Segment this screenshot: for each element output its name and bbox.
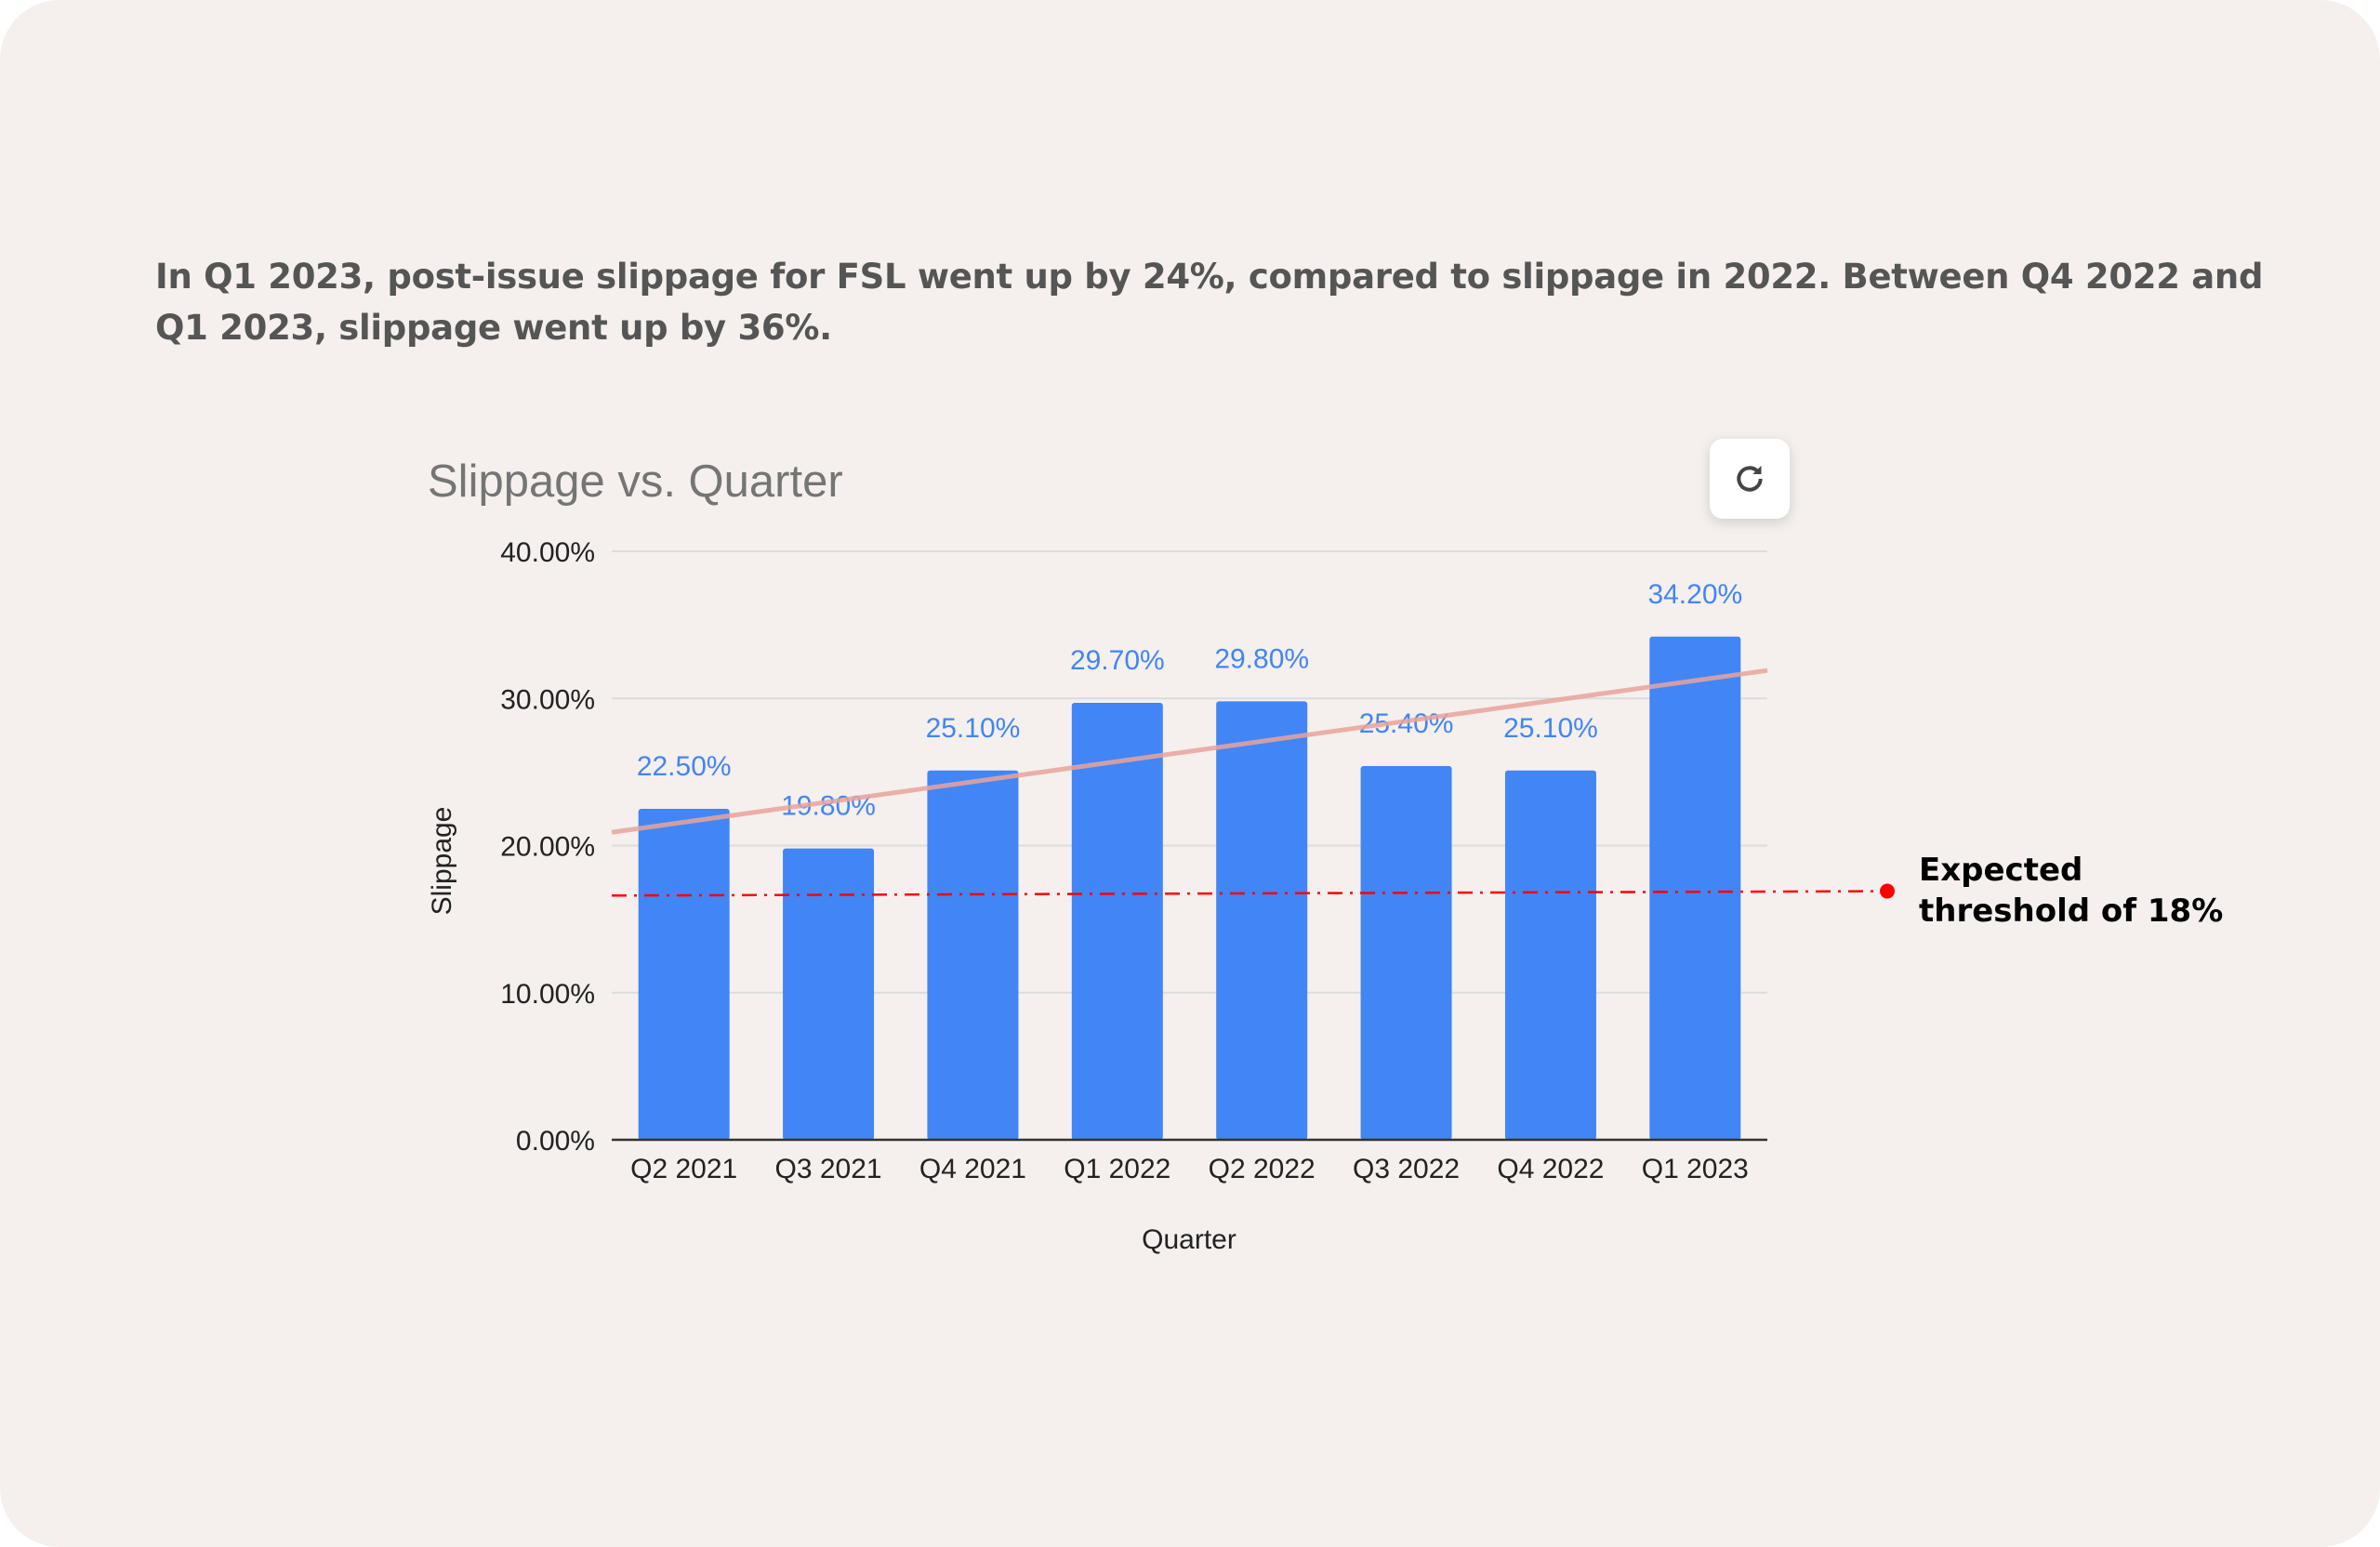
refresh-button[interactable] xyxy=(1710,439,1790,519)
bar xyxy=(1071,702,1163,1140)
bar xyxy=(1216,701,1308,1140)
chart-title: Slippage vs. Quarter xyxy=(428,456,843,507)
data-label: 25.10% xyxy=(1503,713,1598,744)
data-label: 29.70% xyxy=(1070,645,1165,676)
trendline xyxy=(611,668,1768,835)
bar xyxy=(783,848,875,1140)
y-tick-label: 0.00% xyxy=(516,1126,595,1157)
y-tick-label: 10.00% xyxy=(500,979,595,1010)
x-tick-label: Q2 2021 xyxy=(630,1154,737,1184)
y-tick-label: 30.00% xyxy=(500,684,595,715)
x-tick-label: Q3 2021 xyxy=(775,1154,882,1184)
x-tick-label: Q4 2022 xyxy=(1497,1154,1604,1184)
threshold-marker xyxy=(1880,883,1895,899)
headline: In Q1 2023, post-issue slippage for FSL … xyxy=(155,257,2264,348)
x-tick-label: Q4 2021 xyxy=(919,1154,1026,1184)
data-label: 34.20% xyxy=(1647,579,1742,610)
x-tick-label: Q1 2022 xyxy=(1064,1154,1170,1184)
data-label: 25.10% xyxy=(926,713,1021,744)
threshold-annotation: Expected threshold of 18% xyxy=(1919,852,2224,930)
x-tick-label: Q2 2022 xyxy=(1209,1154,1316,1184)
refresh-icon xyxy=(1737,465,1763,492)
y-tick-label: 20.00% xyxy=(500,832,595,863)
y-tick-label: 40.00% xyxy=(500,537,595,568)
y-axis-label: Slippage xyxy=(427,807,457,916)
bar xyxy=(1360,766,1452,1140)
bar xyxy=(1504,770,1596,1140)
bar xyxy=(927,770,1019,1140)
data-label: 22.50% xyxy=(637,751,732,782)
data-label: 29.80% xyxy=(1214,643,1309,674)
x-axis-label: Quarter xyxy=(1142,1224,1236,1255)
bar xyxy=(1649,636,1741,1140)
bar xyxy=(638,808,730,1140)
x-tick-label: Q3 2022 xyxy=(1353,1154,1460,1184)
x-tick-label: Q1 2023 xyxy=(1642,1154,1749,1184)
